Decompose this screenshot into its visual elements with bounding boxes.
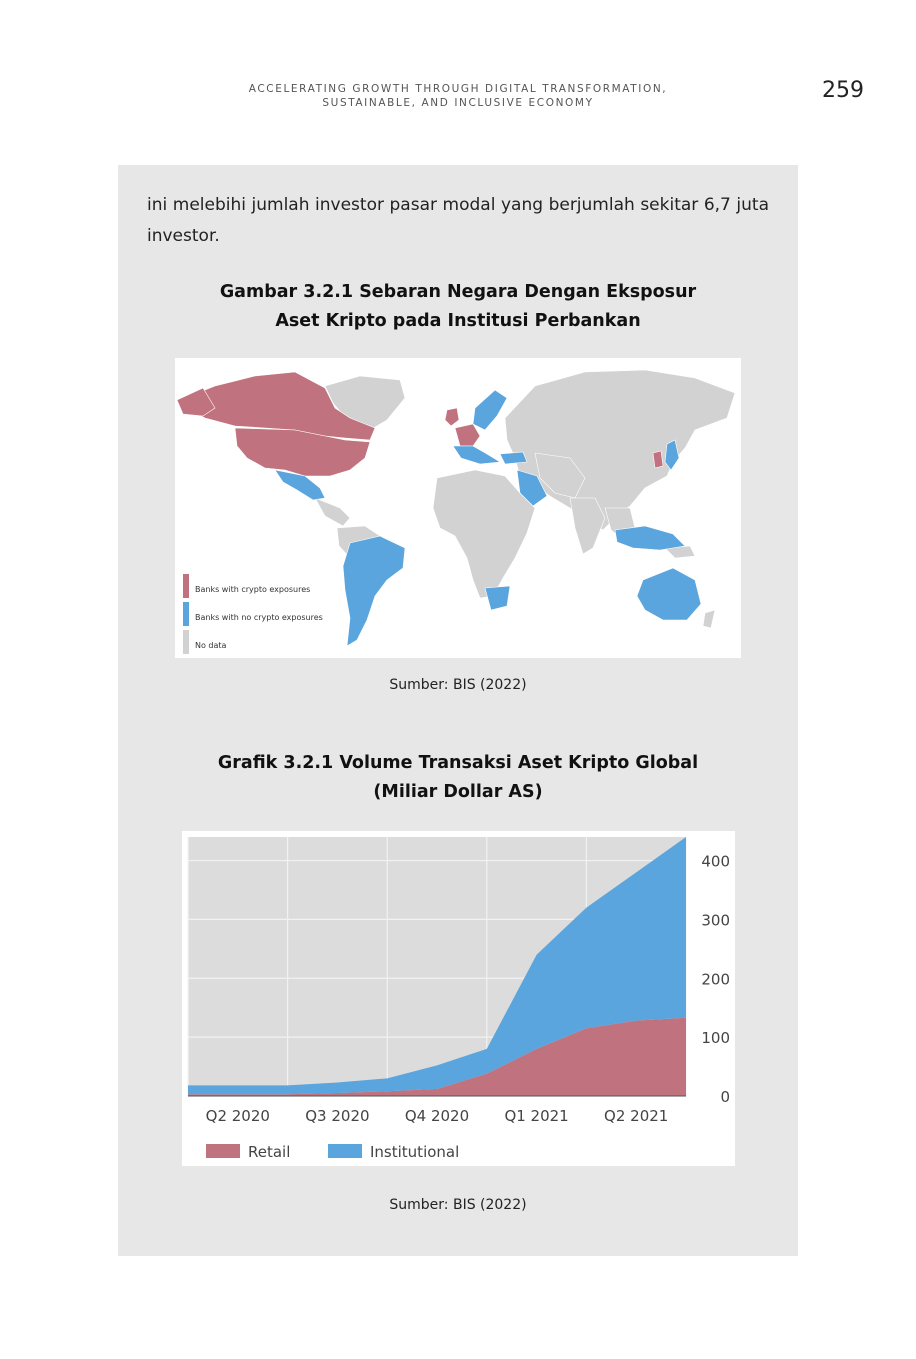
figure-2-title: Grafik 3.2.1 Volume Transaksi Aset Kript… <box>118 749 798 807</box>
map-region-india <box>569 497 606 555</box>
body-paragraph: ini melebihi jumlah investor pasar modal… <box>147 195 769 246</box>
world-map-svg: Banks with crypto exposures Banks with n… <box>176 369 736 654</box>
figure-2-source: Sumber: BIS (2022) <box>389 1197 527 1213</box>
y-tick-label-4: 400 <box>701 853 730 871</box>
x-tick-label-2: Q4 2020 <box>405 1107 469 1125</box>
area-chart: 0 100 200 300 400 Q2 2020 Q3 2020 Q4 2020 Q1 202… <box>182 831 735 1166</box>
x-tick-label-0: Q2 2020 <box>206 1107 270 1125</box>
map-region-japan <box>664 439 680 471</box>
map-region-brazil-argentina <box>342 535 406 647</box>
figure-1-title-line-2: Aset Kripto pada Institusi Perbankan <box>275 311 641 331</box>
x-tick-label-1: Q3 2020 <box>305 1107 369 1125</box>
page-number: 259 <box>822 78 864 103</box>
area-chart-svg: 0 100 200 300 400 Q2 2020 Q3 2020 Q4 2020 Q1 202… <box>187 837 730 1161</box>
map-region-russia-asia <box>504 369 736 531</box>
legend-swatch-crypto <box>183 574 189 598</box>
running-head-line-1: ACCELERATING GROWTH THROUGH DIGITAL TRAN… <box>248 83 668 95</box>
map-region-turkey <box>499 451 528 465</box>
map-region-western-europe <box>454 423 481 447</box>
figure-1-title-line-1: Gambar 3.2.1 Sebaran Negara Dengan Ekspo… <box>219 282 697 302</box>
legend-swatch-institutional <box>328 1144 362 1158</box>
figure-1-title: Gambar 3.2.1 Sebaran Negara Dengan Ekspo… <box>118 278 798 336</box>
legend-label-institutional: Institutional <box>370 1143 459 1161</box>
map-region-canada <box>184 371 376 441</box>
area-series-retail <box>188 1017 686 1096</box>
running-head: ACCELERATING GROWTH THROUGH DIGITAL TRAN… <box>220 82 696 110</box>
y-tick-label-1: 100 <box>701 1029 730 1047</box>
map-region-central-america <box>314 497 351 527</box>
y-tick-label-3: 300 <box>701 911 730 929</box>
map-region-mexico <box>274 469 326 501</box>
figure-2-title-line-2: (Miliar Dollar AS) <box>373 782 543 802</box>
figure-2-title-line-1: Grafik 3.2.1 Volume Transaksi Aset Kript… <box>217 753 699 773</box>
map-region-australia <box>636 567 702 621</box>
legend-swatch-retail <box>206 1144 240 1158</box>
map-region-southeast-asia-islands <box>614 525 686 551</box>
map-region-uk <box>444 407 460 427</box>
world-map: Banks with crypto exposures Banks with n… <box>175 358 741 658</box>
map-region-alaska <box>176 387 216 417</box>
x-tick-label-4: Q2 2021 <box>604 1107 668 1125</box>
map-region-saudi-arabia <box>516 469 548 507</box>
legend-label-retail: Retail <box>248 1143 290 1161</box>
figure-1-source: Sumber: BIS (2022) <box>389 677 527 693</box>
y-tick-label-0: 0 <box>720 1088 730 1106</box>
map-region-new-zealand <box>702 609 716 629</box>
area-series-institutional <box>188 837 686 1095</box>
map-region-europe <box>472 389 508 431</box>
map-region-south-africa <box>484 585 511 611</box>
x-tick-label-3: Q1 2021 <box>504 1107 568 1125</box>
y-tick-label-2: 200 <box>701 970 730 988</box>
map-region-korea <box>652 450 664 469</box>
legend-swatch-no-data <box>183 630 189 654</box>
legend-swatch-no-crypto <box>183 602 189 626</box>
legend-label-no-crypto: Banks with no crypto exposures <box>195 613 323 622</box>
map-region-greenland <box>324 375 406 434</box>
map-region-usa <box>234 427 371 477</box>
map-region-southern-europe <box>452 445 501 465</box>
running-head-line-2: SUSTAINABLE, AND INCLUSIVE ECONOMY <box>322 97 594 109</box>
legend-label-crypto: Banks with crypto exposures <box>195 585 310 594</box>
map-legend: Banks with crypto exposures Banks with n… <box>183 574 323 654</box>
legend-label-no-data: No data <box>195 641 227 650</box>
